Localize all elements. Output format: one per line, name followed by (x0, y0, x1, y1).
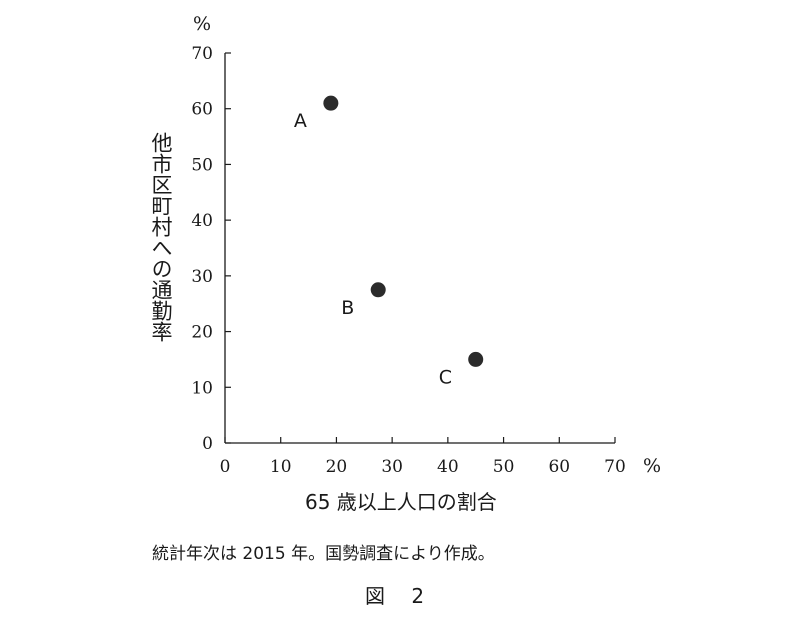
y-tick-label: 30 (191, 267, 213, 287)
y-tick-labels: 0 10 20 30 40 50 60 70 (191, 44, 213, 454)
x-axis-unit: % (643, 455, 661, 477)
x-tick-label: 0 (220, 457, 231, 477)
axes (224, 52, 616, 444)
point-a (323, 95, 339, 111)
x-tick-label: 40 (437, 457, 459, 477)
x-tick-label: 20 (326, 457, 348, 477)
data-points: A B C (294, 95, 484, 388)
point-c (468, 351, 484, 367)
y-tick-label: 10 (191, 378, 213, 398)
y-tick-label: 20 (191, 323, 213, 343)
x-tick-label: 10 (270, 457, 292, 477)
y-axis-unit: % (193, 13, 211, 35)
point-label-c: C (439, 366, 452, 388)
x-tick-label: 50 (493, 457, 515, 477)
y-axis-label: 他市区町村への通勤率 (149, 132, 173, 342)
figure-caption: 図 2 (365, 584, 425, 608)
point-label-a: A (294, 110, 307, 132)
point-b (370, 282, 386, 298)
x-tick-label: 70 (604, 457, 626, 477)
y-tick-label: 40 (191, 211, 213, 231)
source-note: 統計年次は 2015 年。国勢調査により作成。 (152, 544, 495, 564)
y-tick-label: 70 (191, 44, 213, 64)
x-tick-label: 30 (381, 457, 403, 477)
x-tick-label: 60 (548, 457, 570, 477)
x-tick-labels: 0 10 20 30 40 50 60 70 (220, 457, 626, 477)
y-tick-label: 60 (191, 100, 213, 120)
point-label-b: B (341, 297, 354, 319)
x-axis-label: 65 歳以上人口の割合 (305, 490, 497, 514)
y-tick-label: 50 (191, 155, 213, 175)
y-tick-label: 0 (202, 434, 213, 454)
